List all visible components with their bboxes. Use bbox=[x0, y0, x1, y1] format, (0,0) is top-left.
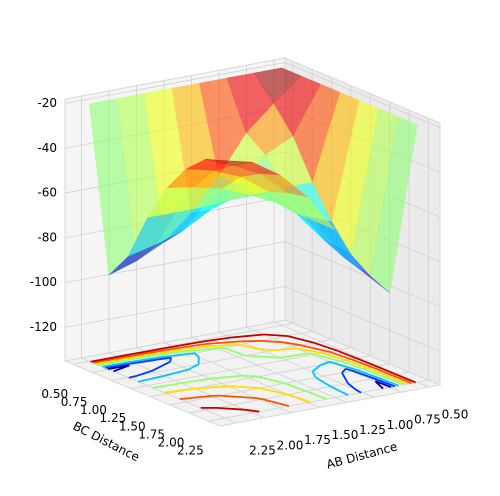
z-grid-line bbox=[284, 62, 441, 128]
contour-line bbox=[107, 364, 392, 390]
z-tick-label: -20 bbox=[37, 96, 57, 110]
x-tick-label: 0.75 bbox=[414, 413, 441, 427]
contours bbox=[90, 333, 416, 413]
y-grid-line bbox=[188, 371, 410, 414]
x-tick-label: 1.50 bbox=[332, 428, 359, 442]
z-grid-line bbox=[284, 286, 441, 352]
x-grid-line bbox=[218, 331, 375, 398]
contour-line bbox=[98, 347, 405, 400]
x-grid-line bbox=[273, 321, 430, 388]
contour-line bbox=[102, 352, 399, 396]
z-tick-label: -120 bbox=[30, 320, 57, 334]
y-tick-label: 1.75 bbox=[138, 427, 165, 441]
y-tick-label: 2.25 bbox=[177, 444, 204, 458]
x-tick-label: 1.25 bbox=[359, 423, 386, 437]
x-axis-label: AB Distance bbox=[325, 439, 399, 471]
y-tick-label: 1.25 bbox=[100, 411, 127, 425]
y-tick-label: 2.00 bbox=[158, 436, 185, 450]
contour-line bbox=[105, 356, 396, 394]
z-tick-label: -80 bbox=[37, 230, 57, 244]
contour-line bbox=[90, 333, 416, 413]
surface bbox=[89, 67, 418, 294]
z-grid-line bbox=[64, 62, 286, 104]
z-grid-line bbox=[64, 286, 286, 328]
y-tick-label: 1.50 bbox=[119, 419, 146, 433]
x-tick-label: 2.25 bbox=[249, 443, 276, 457]
y-grid-line bbox=[208, 379, 429, 422]
z-grid-line bbox=[64, 241, 286, 284]
z-grid-line bbox=[284, 241, 441, 307]
contour-line bbox=[95, 344, 409, 403]
y-tick-label: 0.50 bbox=[41, 387, 68, 401]
x-tick-label: 1.00 bbox=[387, 418, 414, 432]
y-grid-line bbox=[111, 339, 332, 381]
surface-patch bbox=[205, 158, 253, 166]
x-tick-label: 1.75 bbox=[304, 433, 331, 447]
x-grid-line bbox=[81, 357, 237, 424]
x-tick-label: 0.50 bbox=[442, 408, 469, 422]
y-tick-label: 0.75 bbox=[61, 395, 88, 409]
x-tick-label: 2.00 bbox=[277, 438, 304, 452]
z-tick-label: -100 bbox=[30, 275, 57, 289]
z-tick-label: -40 bbox=[37, 141, 57, 155]
contour-line bbox=[93, 340, 413, 407]
y-tick-label: 1.00 bbox=[80, 403, 107, 417]
z-tick-label: -60 bbox=[37, 186, 57, 200]
